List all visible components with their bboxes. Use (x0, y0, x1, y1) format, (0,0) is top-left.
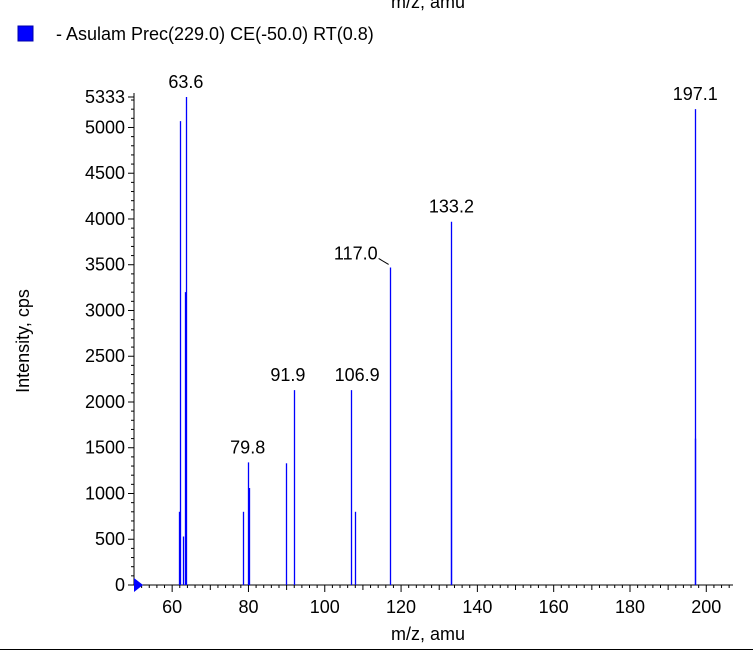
spectrum-bars (178, 97, 697, 585)
y-tick-label: 1000 (85, 483, 125, 503)
peak-labels: 63.6 79.8 91.9 106.9 117.0 133.2 197.1 (168, 72, 717, 457)
y-tick-label: 4500 (85, 163, 125, 183)
x-tick-label: 120 (386, 597, 416, 617)
y-tick-label: 2000 (85, 392, 125, 412)
x-tick-label: 80 (238, 597, 258, 617)
y-tick-label: 0 (115, 575, 125, 595)
y-axis-label: Intensity, cps (13, 289, 33, 393)
baseline-marker (134, 578, 143, 592)
y-tick-label: 5333 (85, 87, 125, 107)
peak-label: 197.1 (673, 84, 718, 104)
peak-label: 106.9 (335, 365, 380, 385)
y-tick-label: 500 (95, 529, 125, 549)
x-tick-label: 140 (462, 597, 492, 617)
peak-label-leader (378, 258, 389, 265)
y-tick-label: 2500 (85, 346, 125, 366)
legend-label: - Asulam Prec(229.0) CE(-50.0) RT(0.8) (56, 24, 374, 44)
peak-label: 79.8 (230, 437, 265, 457)
y-tick-label: 1500 (85, 438, 125, 458)
peak-label: 63.6 (168, 72, 203, 92)
x-tick-label: 180 (615, 597, 645, 617)
peak-label: 133.2 (429, 197, 474, 217)
x-axis-label: m/z, amu (391, 624, 465, 644)
y-tick-label: 5000 (85, 117, 125, 137)
x-axis-label-top: m/z, amu (391, 0, 465, 12)
y-tick-label: 4000 (85, 209, 125, 229)
x-tick-label: 160 (539, 597, 569, 617)
axes: 0 500 1000 1500 2000 2500 3000 3500 4000 4500 5000… (85, 87, 733, 617)
peak-label: 117.0 (334, 243, 378, 263)
y-tick-label: 3500 (85, 255, 125, 275)
x-tick-label: 60 (162, 597, 182, 617)
x-tick-label: 100 (310, 597, 340, 617)
legend-swatch (17, 25, 34, 42)
x-tick-label: 200 (691, 597, 721, 617)
peak-label: 91.9 (270, 365, 305, 385)
y-tick-label: 3000 (85, 300, 125, 320)
